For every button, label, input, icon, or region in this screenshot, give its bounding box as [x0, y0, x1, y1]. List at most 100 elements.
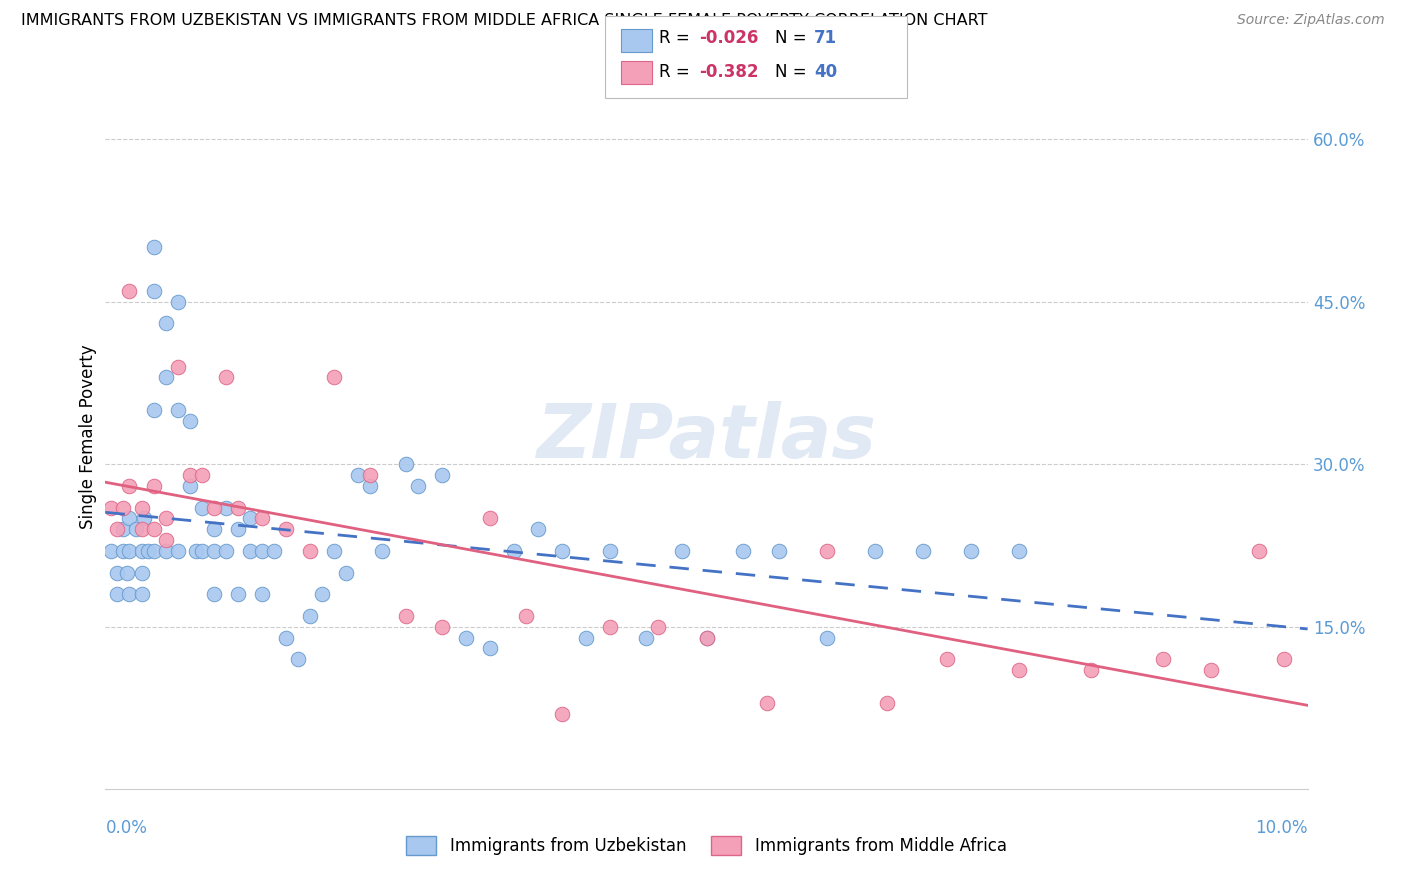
Point: [876, 696, 898, 710]
Point: [131, 566, 153, 580]
Point: [155, 316, 177, 330]
Point: [179, 414, 201, 428]
Point: [551, 706, 574, 721]
Point: [250, 544, 273, 558]
Point: [1008, 663, 1031, 677]
Point: [815, 544, 838, 558]
Point: [599, 620, 621, 634]
Point: [322, 370, 344, 384]
Point: [287, 652, 309, 666]
Point: [142, 544, 165, 558]
Point: [239, 511, 262, 525]
Text: 0.0%: 0.0%: [105, 819, 148, 837]
Point: [226, 587, 249, 601]
Point: [274, 631, 297, 645]
Point: [322, 544, 344, 558]
Point: [274, 522, 297, 536]
Point: [155, 533, 177, 547]
Point: [911, 544, 934, 558]
Point: [731, 544, 754, 558]
Point: [551, 544, 574, 558]
Point: [107, 587, 129, 601]
Point: [142, 284, 165, 298]
Point: [214, 370, 236, 384]
Point: [100, 500, 122, 515]
Point: [527, 522, 550, 536]
Point: [479, 511, 502, 525]
Point: [298, 544, 321, 558]
Point: [184, 544, 207, 558]
Point: [155, 370, 177, 384]
Point: [107, 566, 129, 580]
Text: R =: R =: [659, 29, 696, 47]
Point: [202, 522, 225, 536]
Point: [430, 620, 453, 634]
Point: [142, 479, 165, 493]
Point: [155, 544, 177, 558]
Point: [142, 240, 165, 254]
Point: [479, 641, 502, 656]
Point: [131, 544, 153, 558]
Point: [202, 544, 225, 558]
Point: [118, 511, 141, 525]
Point: [202, 500, 225, 515]
Point: [1249, 544, 1271, 558]
Point: [335, 566, 357, 580]
Point: [815, 631, 838, 645]
Text: R =: R =: [659, 63, 696, 81]
Point: [202, 587, 225, 601]
Point: [100, 544, 122, 558]
Point: [118, 284, 141, 298]
Text: 40: 40: [814, 63, 837, 81]
Point: [503, 544, 526, 558]
Point: [131, 500, 153, 515]
Point: [124, 522, 146, 536]
Point: [263, 544, 285, 558]
Point: [239, 544, 262, 558]
Point: [136, 544, 159, 558]
Text: 10.0%: 10.0%: [1256, 819, 1308, 837]
Legend: Immigrants from Uzbekistan, Immigrants from Middle Africa: Immigrants from Uzbekistan, Immigrants f…: [399, 830, 1014, 863]
Point: [395, 609, 418, 624]
Point: [166, 359, 188, 374]
Text: Source: ZipAtlas.com: Source: ZipAtlas.com: [1237, 13, 1385, 28]
Point: [359, 468, 381, 483]
Point: [755, 696, 778, 710]
Point: [311, 587, 333, 601]
Point: [166, 294, 188, 309]
Point: [696, 631, 718, 645]
Point: [250, 587, 273, 601]
Point: [599, 544, 621, 558]
Text: -0.382: -0.382: [699, 63, 758, 81]
Text: ZIPatlas: ZIPatlas: [537, 401, 876, 474]
Point: [359, 479, 381, 493]
Point: [166, 544, 188, 558]
Point: [112, 500, 135, 515]
Point: [155, 511, 177, 525]
Point: [371, 544, 394, 558]
Y-axis label: Single Female Poverty: Single Female Poverty: [79, 345, 97, 529]
Point: [179, 479, 201, 493]
Point: [226, 522, 249, 536]
Point: [131, 587, 153, 601]
Point: [115, 566, 138, 580]
Text: -0.026: -0.026: [699, 29, 758, 47]
Text: 71: 71: [814, 29, 837, 47]
Point: [1272, 652, 1295, 666]
Point: [118, 587, 141, 601]
Point: [190, 544, 212, 558]
Point: [395, 457, 418, 471]
Point: [768, 544, 790, 558]
Point: [575, 631, 598, 645]
Point: [166, 403, 188, 417]
Point: [179, 468, 201, 483]
Point: [118, 544, 141, 558]
Point: [1008, 544, 1031, 558]
Point: [118, 479, 141, 493]
Point: [190, 500, 212, 515]
Text: IMMIGRANTS FROM UZBEKISTAN VS IMMIGRANTS FROM MIDDLE AFRICA SINGLE FEMALE POVERT: IMMIGRANTS FROM UZBEKISTAN VS IMMIGRANTS…: [21, 13, 987, 29]
Point: [515, 609, 537, 624]
Point: [936, 652, 959, 666]
Point: [1152, 652, 1174, 666]
Point: [112, 522, 135, 536]
